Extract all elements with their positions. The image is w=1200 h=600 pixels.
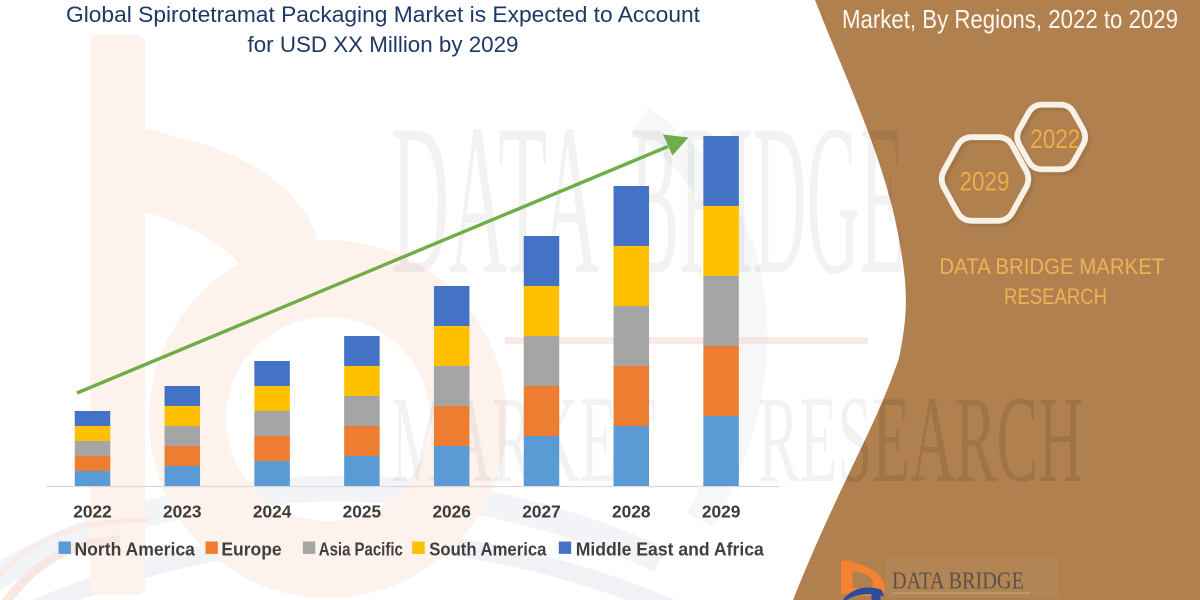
svg-text:2026: 2026 [432, 502, 471, 522]
svg-text:RESEARCH: RESEARCH [1004, 284, 1107, 309]
svg-text:Europe: Europe [221, 540, 281, 560]
svg-text:2028: 2028 [612, 502, 651, 522]
svg-text:Market, By Regions, 2022 to 20: Market, By Regions, 2022 to 2029 [842, 4, 1178, 34]
svg-text:BRIDGE: BRIDGE [630, 80, 905, 319]
svg-text:DATA BRIDGE MARKET: DATA BRIDGE MARKET [939, 254, 1164, 279]
svg-text:Global Spirotetramat Packaging: Global Spirotetramat Packaging Market is… [66, 2, 701, 27]
svg-text:2022: 2022 [73, 502, 112, 522]
svg-text:2024: 2024 [253, 502, 292, 522]
svg-text:DATA BRIDGE: DATA BRIDGE [892, 569, 1024, 595]
svg-text:RESEARCH: RESEARCH [758, 371, 1083, 508]
svg-text:2025: 2025 [343, 502, 382, 522]
svg-text:2023: 2023 [163, 502, 202, 522]
svg-text:2029: 2029 [702, 502, 741, 522]
svg-text:Asia Pacific: Asia Pacific [319, 540, 403, 560]
svg-text:North America: North America [75, 540, 196, 560]
svg-text:South America: South America [429, 540, 547, 560]
svg-text:2027: 2027 [522, 502, 561, 522]
svg-text:DATA: DATA [391, 80, 599, 319]
svg-text:2022: 2022 [1030, 124, 1080, 154]
svg-text:2029: 2029 [960, 167, 1010, 197]
svg-text:for USD XX Million by 2029: for USD XX Million by 2029 [248, 32, 519, 57]
svg-text:Middle East and Africa: Middle East and Africa [576, 540, 765, 560]
